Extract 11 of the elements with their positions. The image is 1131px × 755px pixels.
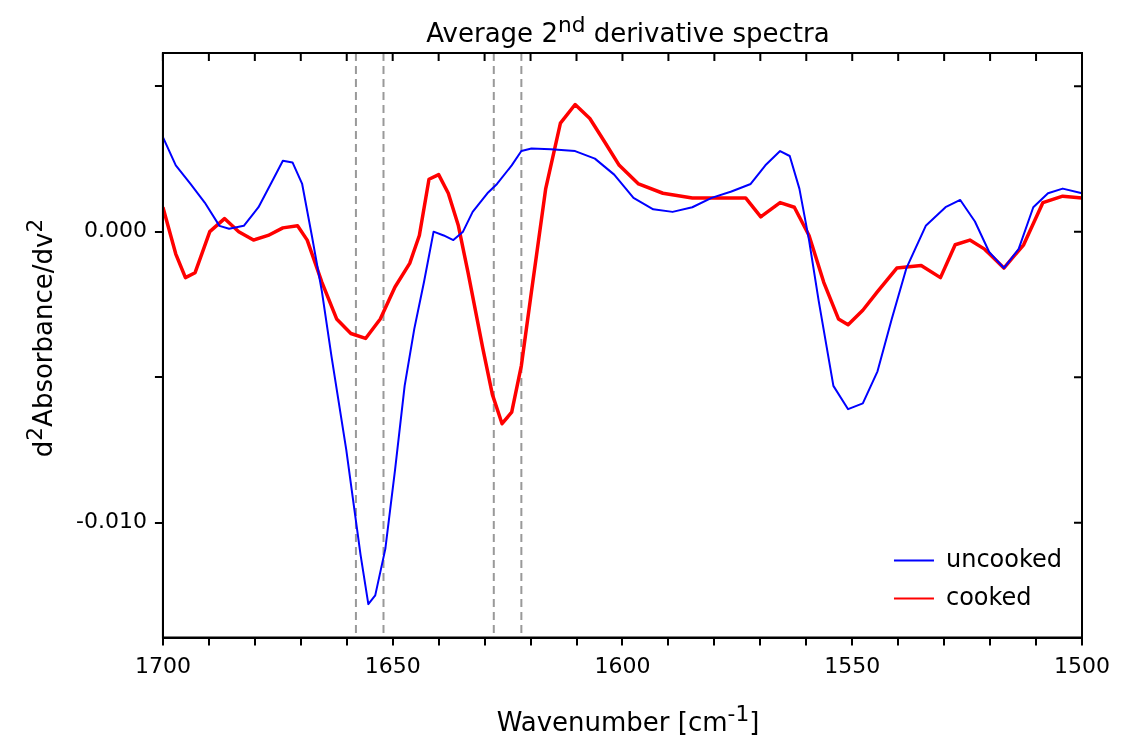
x-tick-label: 1700: [134, 652, 191, 678]
legend-label: cooked: [945, 582, 1032, 611]
legend-label: uncooked: [945, 544, 1063, 573]
x-tick-label: 1600: [594, 652, 651, 678]
y-tick-label: -0.010: [76, 508, 147, 534]
x-axis-title: Wavenumber [cm$^{-1}$]: [495, 701, 761, 737]
x-tick-label: 1650: [364, 652, 421, 678]
chart-title: Average 2$^{nd}$ derivative spectra: [425, 12, 831, 48]
x-tick-label: 1550: [824, 652, 881, 678]
x-tick-label: 1500: [1054, 652, 1111, 678]
y-tick-label: 0.000: [83, 217, 147, 243]
